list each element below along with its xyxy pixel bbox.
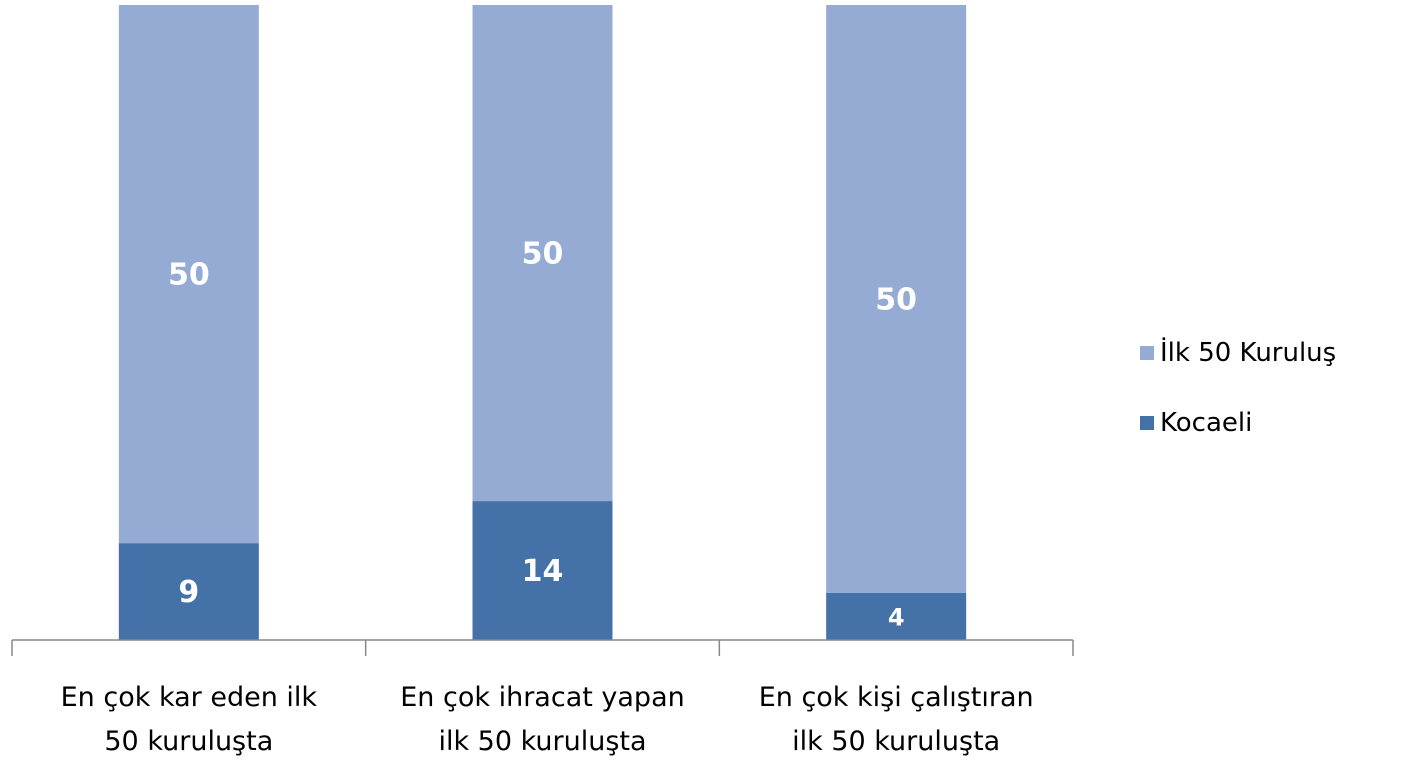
data-label: 50 — [168, 258, 210, 293]
legend-swatch — [1140, 416, 1154, 430]
x-tick-label: En çok ihracat yapan ilk 50 kuruluşta — [400, 682, 685, 757]
legend-item: Kocaeli — [1140, 408, 1252, 438]
bar-segment — [826, 592, 967, 640]
x-tick-label: En çok kişi çalıştıran ilk 50 kuruluşta — [758, 682, 1034, 757]
legend-label: İlk 50 Kuruluş — [1160, 338, 1337, 368]
legend-swatch — [1140, 346, 1154, 360]
bar-segment — [118, 543, 259, 640]
legend-item: İlk 50 Kuruluş — [1140, 338, 1336, 368]
bar-segment — [472, 501, 613, 640]
bar-segment — [826, 5, 967, 593]
data-label: 50 — [522, 237, 564, 272]
bar-segment — [472, 5, 613, 502]
data-label: 4 — [888, 603, 905, 631]
x-tick-label: En çok kar eden ilk 50 kuruluşta — [60, 682, 318, 757]
data-label: 14 — [522, 554, 564, 589]
bar-segment — [118, 5, 259, 544]
data-label: 9 — [178, 575, 199, 610]
legend-label: Kocaeli — [1160, 408, 1253, 438]
data-label: 50 — [875, 282, 917, 317]
